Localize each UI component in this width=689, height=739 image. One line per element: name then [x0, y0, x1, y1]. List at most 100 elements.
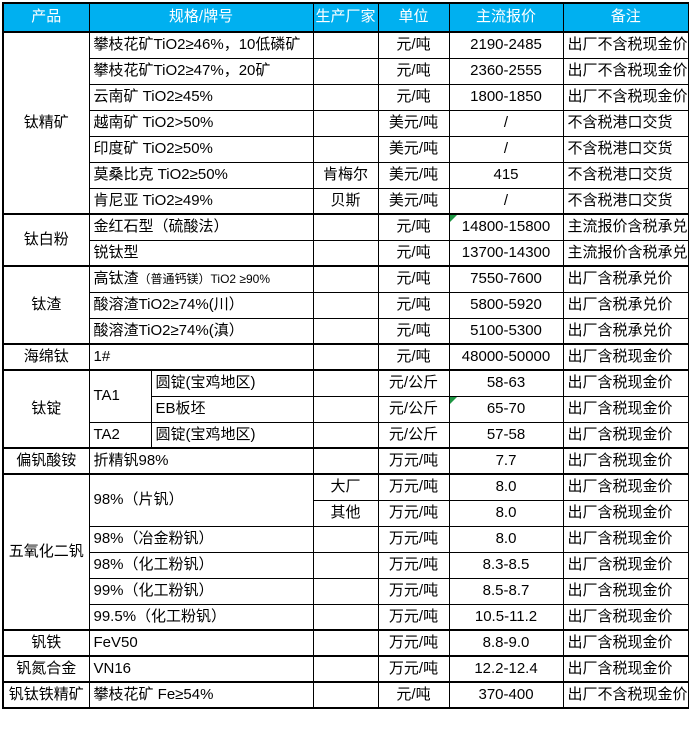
- table-row: 钛白粉 金红石型（硫酸法） 元/吨 14800-15800 主流报价含税承兑: [2, 213, 689, 267]
- table-row: TA2 圆锭(宝鸡地区) 元/公斤 57-58 出厂含税现金价: [3, 421, 689, 449]
- price-cell: /: [448, 187, 564, 215]
- spec-cell: EB板坯: [150, 395, 314, 423]
- spec-cell: 折精钒98%: [88, 447, 314, 475]
- table-row: 钒钛铁精矿 攀枝花矿 Fe≥54% 元/吨 370-400 出厂不含税现金价: [2, 681, 689, 709]
- manufacturer-cell: 肯梅尔: [312, 161, 379, 189]
- note-cell: 出厂含税现金价: [562, 551, 689, 579]
- unit-cell: 万元/吨: [377, 629, 450, 657]
- note-cell: 主流报价含税承兑: [562, 239, 689, 267]
- price-cell: 7.7: [448, 447, 564, 475]
- unit-cell: 美元/吨: [377, 135, 450, 163]
- unit-cell: 元/吨: [377, 265, 450, 293]
- product-cell: 偏钒酸铵: [2, 447, 90, 475]
- manufacturer-cell: [312, 681, 379, 709]
- spec-cell: VN16: [88, 655, 314, 683]
- unit-cell: 万元/吨: [377, 577, 450, 605]
- spec-cell: 1#: [88, 343, 314, 371]
- price-cell: 65-70: [448, 395, 564, 423]
- note-cell: 出厂含税现金价: [562, 473, 689, 501]
- note-cell: 出厂含税现金价: [562, 525, 689, 553]
- table-row: 钒铁 FeV50 万元/吨 8.8-9.0 出厂含税现金价: [2, 629, 689, 657]
- unit-cell: 万元/吨: [377, 525, 450, 553]
- spec-cell: 98%（冶金粉钒）: [88, 525, 314, 553]
- unit-cell: 元/吨: [377, 213, 450, 241]
- table-row: 98%（冶金粉钒） 万元/吨 8.0 出厂含税现金价: [3, 525, 689, 553]
- table-row: 钛精矿 攀枝花矿TiO2≥46%，10低磷矿 元/吨 2190-2485 出厂不含税现金…: [2, 31, 689, 215]
- price-cell: 14800-15800: [448, 213, 564, 241]
- spec-cell: 越南矿 TiO2>50%: [88, 109, 314, 137]
- note-cell: 出厂含税现金价: [562, 577, 689, 605]
- table-header: 产品 规格/牌号 生产厂家 单位 主流报价 备注: [2, 2, 689, 33]
- unit-cell: 元/公斤: [377, 395, 450, 423]
- unit-cell: 万元/吨: [377, 447, 450, 475]
- spec-cell: 高钛渣（普通钙镁）TiO2 ≥90%: [88, 265, 314, 293]
- unit-cell: 美元/吨: [377, 161, 450, 189]
- price-cell: 13700-14300: [448, 239, 564, 267]
- table-row: 酸溶渣TiO2≥74%(川） 元/吨 5800-5920 出厂含税承兑价: [3, 291, 689, 319]
- product-cell: 五氧化二钒: [2, 473, 90, 631]
- note-cell: 出厂含税承兑价: [562, 291, 689, 319]
- manufacturer-cell: [312, 291, 379, 319]
- unit-cell: 万元/吨: [377, 551, 450, 579]
- header-note: 备注: [562, 2, 689, 33]
- table-row: 偏钒酸铵 折精钒98% 万元/吨 7.7 出厂含税现金价: [2, 447, 689, 475]
- table-row: 锐钛型 元/吨 13700-14300 主流报价含税承兑: [3, 239, 689, 267]
- spec-cell: 98%（化工粉钒）: [88, 551, 314, 579]
- note-cell: 出厂不含税现金价: [562, 83, 689, 111]
- manufacturer-cell: [312, 655, 379, 683]
- table-row: 酸溶渣TiO2≥74%(滇） 元/吨 5100-5300 出厂含税承兑价: [3, 317, 689, 345]
- spec-cell: 印度矿 TiO2≥50%: [88, 135, 314, 163]
- table-row: 云南矿 TiO2≥45% 元/吨 1800-1850 出厂不含税现金价: [3, 83, 689, 111]
- unit-cell: 美元/吨: [377, 109, 450, 137]
- price-cell: 8.0: [448, 499, 564, 527]
- excel-error-indicator-icon: [450, 397, 457, 404]
- header-manufacturer: 生产厂家: [312, 2, 379, 33]
- manufacturer-cell: [312, 369, 379, 397]
- spec-cell: 99.5%（化工粉钒）: [88, 603, 314, 631]
- header-product: 产品: [2, 2, 90, 33]
- unit-cell: 元/公斤: [377, 369, 450, 397]
- note-cell: 出厂不含税现金价: [562, 57, 689, 85]
- price-cell: 48000-50000: [448, 343, 564, 371]
- unit-cell: 万元/吨: [377, 499, 450, 527]
- note-cell: 出厂含税承兑价: [562, 317, 689, 345]
- note-cell: 出厂含税现金价: [562, 343, 689, 371]
- price-cell: 8.3-8.5: [448, 551, 564, 579]
- manufacturer-cell: [312, 83, 379, 111]
- manufacturer-cell: [312, 551, 379, 579]
- product-cell: 钒铁: [2, 629, 90, 657]
- manufacturer-cell: [312, 265, 379, 293]
- note-cell: 出厂含税承兑价: [562, 265, 689, 293]
- table-row: 攀枝花矿TiO2≥47%，20矿 元/吨 2360-2555 出厂不含税现金价: [3, 57, 689, 85]
- price-cell: 8.8-9.0: [448, 629, 564, 657]
- manufacturer-cell: [312, 395, 379, 423]
- header-row: 产品 规格/牌号 生产厂家 单位 主流报价 备注: [2, 2, 689, 33]
- note-cell: 不含税港口交货: [562, 135, 689, 163]
- price-cell: /: [448, 109, 564, 137]
- table-row: 越南矿 TiO2>50% 美元/吨 / 不含税港口交货: [3, 109, 689, 137]
- table-row: 五氧化二钒 98%（片钒） 大厂 万元/吨 8.0 出厂含税现金价: [2, 473, 689, 631]
- price-cell: 2360-2555: [448, 57, 564, 85]
- product-cell: 海绵钛: [2, 343, 90, 371]
- spec-cell: 攀枝花矿TiO2≥46%，10低磷矿: [88, 31, 314, 59]
- note-cell: 出厂含税现金价: [562, 395, 689, 423]
- manufacturer-cell: [312, 525, 379, 553]
- note-cell: 出厂含税现金价: [562, 629, 689, 657]
- note-cell: 出厂含税现金价: [562, 499, 689, 527]
- note-cell: 出厂含税现金价: [562, 447, 689, 475]
- manufacturer-cell: [312, 577, 379, 605]
- spec-cell: 酸溶渣TiO2≥74%(滇）: [88, 317, 314, 345]
- product-cell: 钒氮合金: [2, 655, 90, 683]
- spec-cell: 金红石型（硫酸法）: [88, 213, 314, 241]
- note-cell: 不含税港口交货: [562, 109, 689, 137]
- price-cell: 8.0: [448, 525, 564, 553]
- price-table: 产品 规格/牌号 生产厂家 单位 主流报价 备注 钛精矿 攀枝花矿TiO2≥46%，10低磷…: [2, 2, 689, 709]
- unit-cell: 元/吨: [377, 31, 450, 59]
- spec-detail-text: （普通钙镁）TiO2 ≥90%: [138, 272, 271, 286]
- product-cell: 钛精矿: [2, 31, 90, 215]
- product-cell: 钛白粉: [2, 213, 90, 267]
- spec-cell: 莫桑比克 TiO2≥50%: [88, 161, 314, 189]
- table-row: 海绵钛 1# 元/吨 48000-50000 出厂含税现金价: [2, 343, 689, 371]
- table-row: 印度矿 TiO2≥50% 美元/吨 / 不含税港口交货: [3, 135, 689, 163]
- price-cell: 57-58: [448, 421, 564, 449]
